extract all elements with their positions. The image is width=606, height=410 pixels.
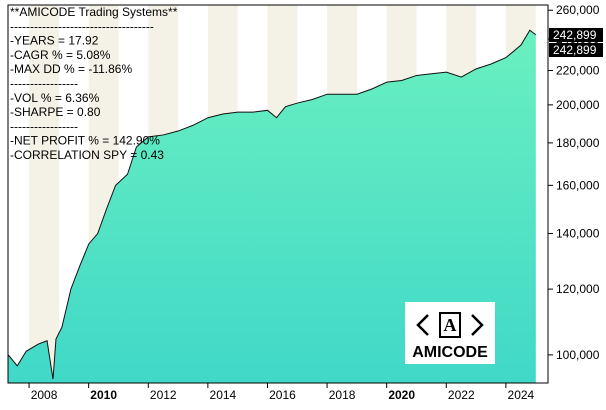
plot-frame	[7, 4, 549, 384]
year-band	[29, 5, 59, 383]
x-tick-label: 2010	[90, 388, 117, 402]
price-tag: 242,899	[553, 43, 597, 57]
stats-line: -CORRELATION SPY = 0.43	[10, 148, 164, 162]
price-tag-bg	[549, 28, 603, 42]
stats-line: -VOL % = 6.36%	[10, 91, 100, 105]
equity-line	[7, 29, 537, 380]
stats-line: -NET PROFIT % = 142.90%	[10, 134, 160, 148]
x-tick-label: 2014	[210, 388, 237, 402]
logo-frame	[439, 312, 461, 338]
y-tick-label: 140,000	[556, 227, 600, 241]
logo-text: AMICODE	[412, 344, 488, 361]
y-tick-label: 260,000	[556, 3, 600, 17]
x-tick-label: 2016	[269, 388, 296, 402]
price-tag: 242,899	[553, 28, 597, 42]
stats-line: -----------------	[10, 119, 78, 133]
logo-brackets	[416, 314, 484, 336]
y-tick-label: 120,000	[556, 282, 600, 296]
x-tick-label: 2008	[31, 388, 58, 402]
logo: A AMICODE	[405, 302, 495, 364]
x-tick-label: 2012	[150, 388, 177, 402]
y-tick-label: 200,000	[556, 98, 600, 112]
logo-letter: A	[444, 315, 457, 335]
stats-line: -SHARPE = 0.80	[10, 105, 101, 119]
stats-line: -YEARS = 17.92	[10, 34, 99, 48]
stats-line: -----------------	[10, 77, 78, 91]
y-tick-label: 180,000	[556, 136, 600, 150]
x-tick-label: 2018	[329, 388, 356, 402]
x-tick-label: 2022	[448, 388, 475, 402]
stats-line: ------------------------------------	[10, 19, 154, 33]
stats-line: -CAGR % = 5.08%	[10, 48, 111, 62]
stats-line: -MAX DD % = -11.86%	[10, 62, 132, 76]
price-tag-bg	[549, 43, 603, 57]
y-tick-label: 100,000	[556, 348, 600, 362]
y-tick-label: 160,000	[556, 178, 600, 192]
x-tick-label: 2020	[388, 388, 415, 402]
x-tick-label: 2024	[508, 388, 535, 402]
stats-line: **AMICODE Trading Systems**	[10, 5, 178, 19]
equity-area	[8, 30, 536, 383]
y-tick-label: 220,000	[556, 63, 600, 77]
